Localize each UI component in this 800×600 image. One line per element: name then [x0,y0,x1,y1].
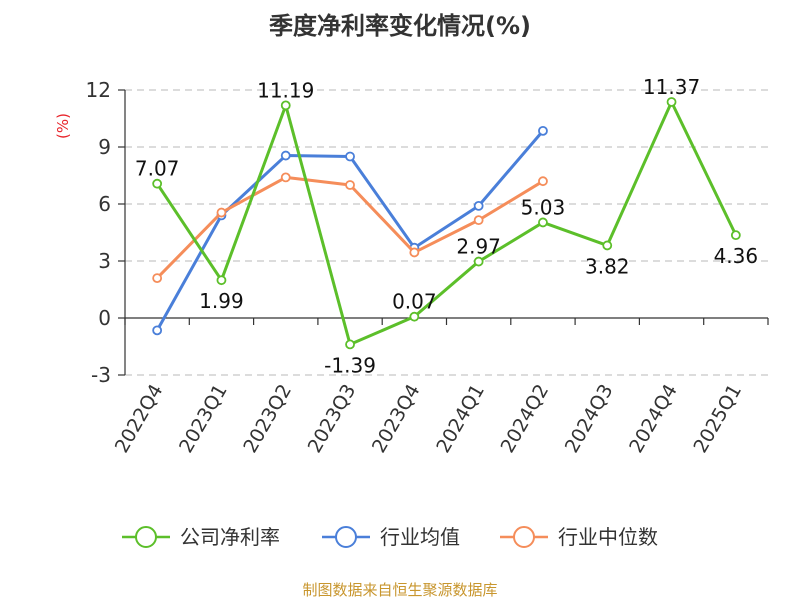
data-point [602,240,613,251]
data-label: 7.07 [135,157,180,181]
x-tick-label: 2024Q3 [561,381,618,457]
data-point [345,339,355,350]
data-point [152,178,163,189]
x-tick-label: 2023Q3 [304,381,361,457]
x-tick-label: 2024Q4 [625,381,682,457]
x-tick-label: 2024Q1 [432,381,489,457]
chart-title: 季度净利率变化情况(%) [269,12,531,40]
legend-label: 行业均值 [380,525,460,549]
legend-swatch-marker [135,526,157,548]
x-tick-label: 2025Q1 [689,381,746,457]
series-0 [152,97,741,350]
y-tick-label: -3 [91,363,111,387]
series-line [155,100,738,346]
data-point [730,230,741,241]
data-point [538,217,548,228]
data-label: 11.19 [257,78,314,102]
legend-label: 公司净利率 [180,525,280,549]
legend-item[interactable]: 行业中位数 [500,525,658,549]
y-tick-label: 6 [98,192,111,216]
data-point [538,176,548,187]
legend-swatch-marker [513,526,535,548]
data-label: -1.39 [324,353,376,377]
x-tick-label: 2022Q4 [111,381,168,457]
data-label: 1.99 [199,289,244,313]
legend: 公司净利率 行业均值 行业中位数 [122,525,658,549]
data-point [345,180,355,190]
legend-label: 行业中位数 [558,525,658,549]
data-point [473,215,484,226]
x-tick-label: 2023Q4 [368,381,425,457]
data-point [345,151,355,162]
y-tick-label: 0 [98,306,111,330]
data-label: 4.36 [714,244,759,268]
data-point [473,256,484,267]
legend-item[interactable]: 公司净利率 [122,525,280,549]
data-label: 11.37 [643,75,700,99]
source-note: 制图数据来自恒生聚源数据库 [302,581,497,599]
y-tick-label: 9 [98,135,111,159]
data-point [280,172,291,183]
x-tick-label: 2024Q2 [497,381,554,457]
data-point [280,100,291,111]
y-tick-label: 12 [86,78,111,102]
data-point [473,200,484,211]
x-tick-label: 2023Q2 [239,381,296,457]
data-point [666,97,677,107]
data-point [216,207,227,218]
data-point [280,150,291,161]
data-labels: 7.07 1.99 11.19 -1.39 0.07 2.97 5.03 3.82 11.37 4… [135,75,758,377]
data-label: 3.82 [585,254,630,278]
y-tick-label: 3 [98,249,111,273]
data-point [216,275,227,286]
legend-item[interactable]: 行业均值 [322,525,460,549]
data-point [409,311,420,322]
y-axis-label: (%) [54,113,72,139]
data-point [152,325,163,336]
data-label: 0.07 [392,290,437,314]
series-lines [152,97,741,350]
data-point [152,273,163,284]
data-point [538,125,548,136]
data-label: 2.97 [456,235,501,259]
series-2 [152,172,548,284]
grid [125,89,768,376]
data-label: 5.03 [521,195,566,219]
legend-swatch-marker [335,526,357,548]
data-point [409,247,420,258]
x-tick-label: 2023Q1 [175,381,232,457]
